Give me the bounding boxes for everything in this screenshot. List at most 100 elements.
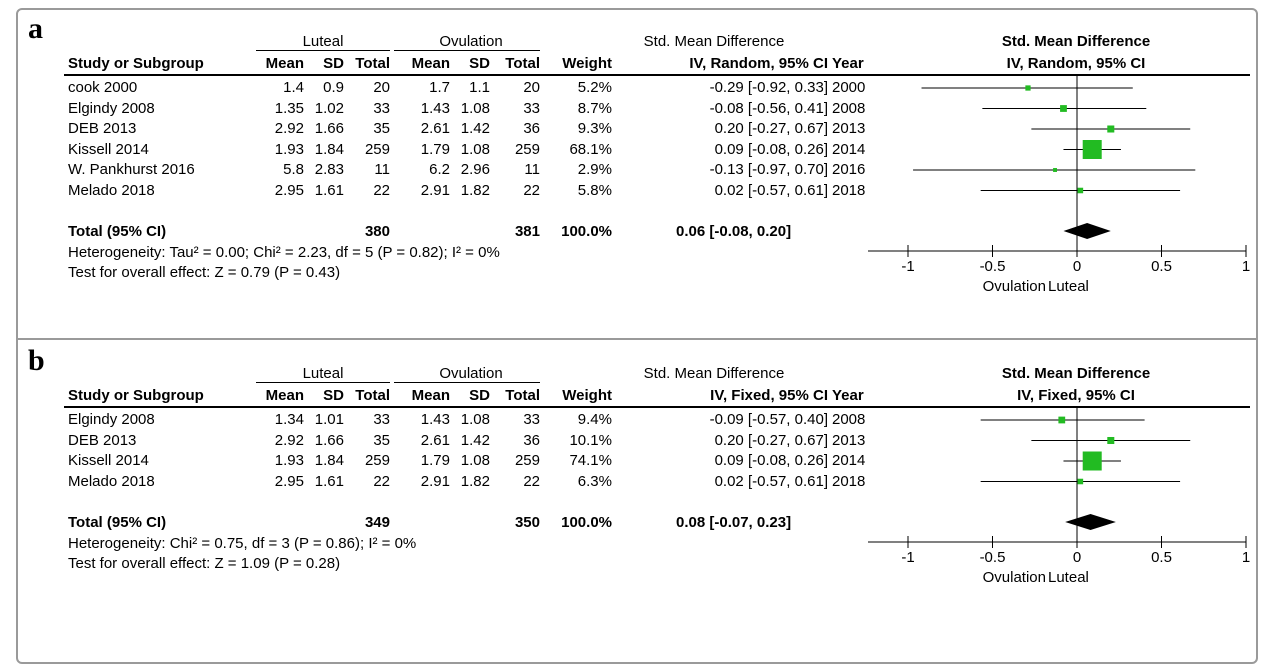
forest-plot: -1 -0.5 0 0.5 1 — [868, 76, 1250, 275]
study-cell-m2: 1.7 — [429, 79, 450, 96]
study-cell-name: Melado 2018 — [68, 472, 155, 490]
study-cell-sd1: 1.02 — [314, 99, 344, 117]
x-tick-label: -1 — [901, 549, 914, 566]
study-cell-name: Elgindy 2008 — [68, 411, 155, 428]
column-header-name: Study or Subgroup — [68, 387, 204, 404]
total-weight: 100.0% — [561, 223, 612, 240]
study-cell-m2: 2.91 — [420, 472, 450, 490]
study-marker — [1025, 85, 1031, 91]
panel-divider — [16, 338, 1258, 340]
study-cell-n1: 22 — [373, 472, 390, 490]
column-header-year: Year — [832, 387, 864, 404]
study-cell-name: Kissell 2014 — [68, 140, 149, 158]
favours-left-label: Ovulation — [982, 278, 1046, 295]
column-header-sd1: SD — [323, 55, 344, 72]
column-header-n1: Total — [355, 55, 390, 72]
group-underline-luteal — [256, 50, 390, 51]
header-rule — [64, 74, 1250, 76]
column-header-m1: Mean — [265, 387, 304, 404]
study-cell-name: DEB 2013 — [68, 120, 137, 137]
study-cell-name: DEB 2013 — [68, 431, 137, 449]
study-cell-n2: 33 — [523, 411, 540, 428]
column-header-n2: Total — [505, 55, 540, 72]
study-cell-n1: 20 — [373, 79, 390, 96]
study-cell-m2: 1.79 — [420, 140, 450, 158]
study-marker — [1082, 140, 1102, 159]
pooled-diamond — [1063, 223, 1111, 239]
study-cell-sd1: 1.84 — [314, 140, 344, 158]
group-header-ovulation: Ovulation — [439, 33, 503, 50]
column-header-ci: IV, Random, 95% CI — [689, 55, 828, 72]
column-header-year: Year — [832, 55, 864, 72]
study-cell-n1: 33 — [373, 99, 390, 117]
study-cell-sd1: 1.66 — [314, 431, 344, 449]
plot-title: Std. Mean Difference — [1001, 365, 1151, 382]
plot-subtitle: IV, Random, 95% CI — [1006, 55, 1146, 72]
study-cell-ci: -0.08 [-0.56, 0.41] — [709, 99, 828, 117]
study-cell-n2: 36 — [523, 431, 540, 449]
study-cell-year: 2018 — [832, 472, 866, 490]
study-cell-sd2: 1.08 — [460, 452, 490, 469]
panel-label: b — [28, 344, 45, 377]
group-underline-ovulation — [394, 382, 540, 383]
plot-title: Std. Mean Difference — [1001, 33, 1151, 50]
study-cell-ci: -0.29 [-0.92, 0.33] — [709, 79, 828, 96]
study-cell-n2: 22 — [523, 472, 540, 490]
study-marker — [1060, 105, 1067, 112]
study-cell-sd1: 1.84 — [314, 452, 344, 469]
heterogeneity-text: Heterogeneity: Chi² = 0.75, df = 3 (P = … — [68, 535, 417, 552]
study-cell-weight: 9.4% — [577, 411, 612, 428]
study-cell-sd1: 2.83 — [314, 161, 344, 178]
study-cell-name: Melado 2018 — [68, 181, 155, 199]
study-cell-year: 2016 — [832, 161, 866, 178]
study-cell-sd2: 1.82 — [460, 181, 490, 199]
column-header-n2: Total — [505, 387, 540, 404]
study-cell-year: 2008 — [832, 99, 866, 117]
panel-label: a — [28, 12, 43, 45]
study-cell-year: 2013 — [832, 120, 866, 137]
study-cell-m1: 2.95 — [274, 181, 304, 199]
favours-left-label: Ovulation — [982, 569, 1046, 586]
x-tick-label: -0.5 — [980, 258, 1006, 275]
study-marker — [1053, 168, 1057, 172]
study-cell-year: 2000 — [832, 79, 866, 96]
study-cell-n1: 22 — [373, 181, 390, 199]
study-cell-sd2: 1.08 — [460, 411, 490, 428]
study-cell-m2: 2.91 — [420, 181, 450, 199]
study-cell-n1: 35 — [373, 431, 390, 449]
study-cell-sd2: 1.82 — [460, 472, 490, 490]
study-cell-sd2: 1.08 — [460, 99, 490, 117]
total-n2: 350 — [514, 514, 540, 531]
column-header-m2: Mean — [411, 55, 450, 72]
study-cell-n2: 33 — [523, 99, 540, 117]
heterogeneity-text: Heterogeneity: Tau² = 0.00; Chi² = 2.23,… — [68, 244, 500, 261]
study-cell-weight: 74.1% — [569, 452, 612, 469]
study-cell-n2: 36 — [523, 120, 540, 137]
study-cell-year: 2008 — [832, 411, 866, 428]
study-cell-year: 2018 — [832, 181, 866, 199]
study-cell-m1: 2.92 — [274, 431, 304, 449]
study-cell-weight: 9.3% — [577, 120, 612, 137]
total-ci: 0.06 [-0.08, 0.20] — [676, 223, 792, 240]
study-cell-n2: 259 — [514, 452, 540, 469]
study-cell-ci: 0.20 [-0.27, 0.67] — [714, 120, 828, 137]
forest-panel-b: b Luteal Ovulation Std. Mean Difference Stud… — [16, 340, 1258, 670]
column-header-ci: IV, Fixed, 95% CI — [710, 387, 828, 404]
study-cell-m2: 6.2 — [429, 161, 450, 178]
study-cell-weight: 10.1% — [569, 431, 612, 449]
favours-right-label: Luteal — [1048, 569, 1089, 586]
study-marker — [1107, 436, 1115, 445]
study-cell-name: Elgindy 2008 — [68, 99, 155, 117]
study-cell-m1: 1.93 — [274, 452, 304, 469]
total-label: Total (95% CI) — [68, 514, 167, 531]
study-cell-sd2: 1.08 — [460, 140, 490, 158]
study-cell-year: 2014 — [832, 140, 866, 158]
overall-effect-text: Test for overall effect: Z = 0.79 (P = 0… — [68, 264, 341, 281]
smd-header: Std. Mean Difference — [643, 33, 785, 50]
group-header-ovulation: Ovulation — [439, 365, 503, 382]
study-cell-n1: 33 — [373, 411, 390, 428]
study-cell-name: cook 2000 — [68, 79, 138, 96]
group-header-luteal: Luteal — [302, 365, 344, 382]
study-cell-year: 2013 — [832, 431, 866, 449]
study-cell-m2: 1.43 — [420, 99, 450, 117]
